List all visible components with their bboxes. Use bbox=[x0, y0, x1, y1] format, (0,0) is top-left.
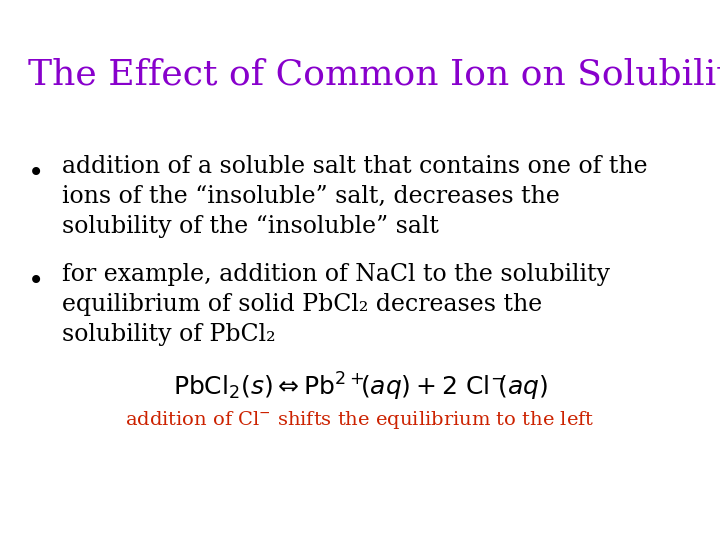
Text: for example, addition of NaCl to the solubility: for example, addition of NaCl to the sol… bbox=[62, 263, 610, 286]
Text: solubility of PbCl₂: solubility of PbCl₂ bbox=[62, 323, 276, 346]
Text: addition of a soluble salt that contains one of the: addition of a soluble salt that contains… bbox=[62, 155, 647, 178]
Text: The Effect of Common Ion on Solubility: The Effect of Common Ion on Solubility bbox=[28, 58, 720, 92]
Text: •: • bbox=[28, 269, 44, 296]
Text: equilibrium of solid PbCl₂ decreases the: equilibrium of solid PbCl₂ decreases the bbox=[62, 293, 542, 316]
Text: solubility of the “insoluble” salt: solubility of the “insoluble” salt bbox=[62, 215, 439, 238]
Text: addition of Cl$^{-}$ shifts the equilibrium to the left: addition of Cl$^{-}$ shifts the equilibr… bbox=[125, 409, 595, 431]
Text: ions of the “insoluble” salt, decreases the: ions of the “insoluble” salt, decreases … bbox=[62, 185, 560, 208]
Text: $\mathrm{PbCl_2}(s) \Leftrightarrow \mathrm{Pb}^{2+}\!\!(aq) + 2\ \mathrm{Cl}^{-: $\mathrm{PbCl_2}(s) \Leftrightarrow \mat… bbox=[173, 371, 547, 403]
Text: •: • bbox=[28, 161, 44, 188]
